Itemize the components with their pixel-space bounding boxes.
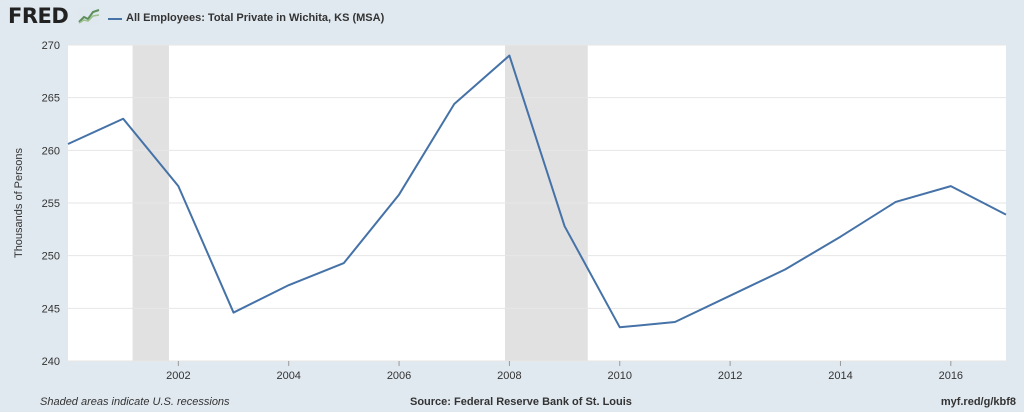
chart-header: FRED All Employees: Total Private in Wic…	[0, 0, 1024, 34]
x-tick-label: 2014	[828, 370, 852, 382]
series-line	[67, 54, 1007, 329]
x-tick-label: 2010	[608, 370, 632, 382]
y-tick-label: 250	[42, 251, 60, 263]
y-tick-label: 255	[42, 198, 60, 210]
y-tick-label: 260	[42, 145, 60, 157]
y-tick-label: 265	[42, 93, 60, 105]
y-tick-label: 270	[42, 40, 60, 52]
x-tick-label: 2004	[276, 370, 300, 382]
x-tick-label: 2006	[387, 370, 411, 382]
fred-logo[interactable]: FRED	[8, 4, 69, 28]
y-tick-label: 245	[42, 303, 60, 315]
x-tick-label: 2008	[497, 370, 521, 382]
x-tick-label: 2002	[166, 370, 190, 382]
x-tick-label: 2016	[939, 370, 963, 382]
short-link[interactable]: myf.red/g/kbf8	[940, 396, 1016, 408]
legend-label: All Employees: Total Private in Wichita,…	[126, 12, 385, 24]
legend-line-swatch	[108, 18, 122, 20]
y-axis-label: Thousands of Persons	[13, 147, 25, 258]
recession-note: Shaded areas indicate U.S. recessions	[40, 396, 230, 408]
y-tick-label: 240	[42, 356, 60, 368]
logo-sparkline-icon	[78, 7, 100, 25]
source-text: Source: Federal Reserve Bank of St. Loui…	[410, 396, 632, 408]
x-tick-label: 2012	[718, 370, 742, 382]
